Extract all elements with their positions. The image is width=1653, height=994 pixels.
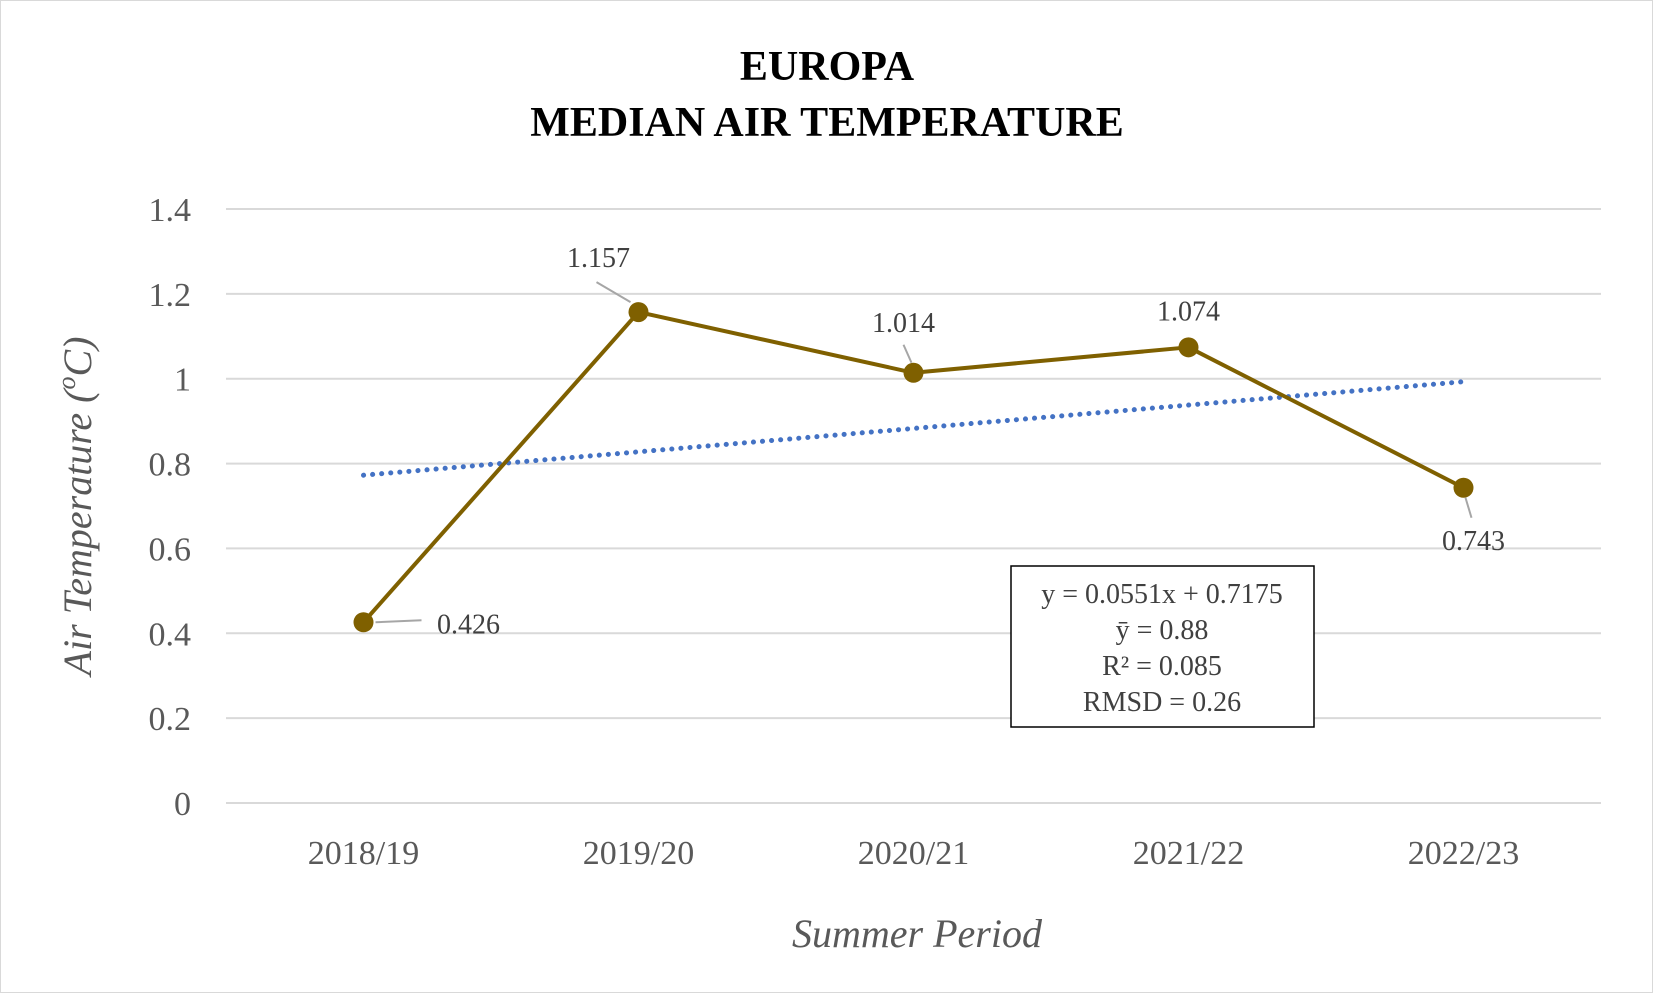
regression-r-squared: R² = 0.085 (1102, 651, 1222, 682)
y-axis-title-tail: C) (55, 337, 100, 377)
y-axis-title-main: Air Temperature ( (55, 387, 100, 679)
regression-equation: y = 0.0551x + 0.7175 (1041, 579, 1283, 610)
data-label: 1.157 (567, 243, 630, 274)
y-axis-title-superscript: o (52, 377, 81, 390)
data-point (903, 362, 924, 383)
series-layer (353, 302, 1474, 633)
x-tick-label: 2020/21 (858, 835, 969, 872)
y-tick-label: 1.4 (149, 192, 192, 229)
leader-line (902, 344, 913, 364)
data-point (1453, 477, 1474, 498)
y-tick-label: 0.2 (149, 701, 192, 738)
trendline (361, 379, 1466, 478)
y-tick-label: 1.2 (149, 277, 192, 314)
data-label: 0.426 (437, 609, 500, 640)
y-tick-label: 0.8 (149, 447, 192, 484)
data-labels: 0.426 1.157 1.014 1.074 0.743 (375, 243, 1505, 640)
data-label: 1.014 (872, 308, 935, 339)
x-tick-label: 2019/20 (583, 835, 694, 872)
leader-line (375, 619, 422, 624)
regression-stats-box: y = 0.0551x + 0.7175 ȳ = 0.88 R² = 0.085… (1010, 565, 1315, 728)
y-axis-ticks: 0 0.2 0.4 0.6 0.8 1 1.2 1.4 (149, 192, 192, 823)
y-tick-label: 0 (174, 786, 191, 823)
y-tick-label: 0.6 (149, 531, 192, 568)
y-tick-label: 0.4 (149, 616, 192, 653)
leader-line (595, 281, 632, 303)
chart-title-line-2: MEDIAN AIR TEMPERATURE (530, 100, 1124, 146)
data-point (353, 612, 374, 633)
regression-rmsd: RMSD = 0.26 (1083, 687, 1241, 718)
regression-stats-box-border (1010, 565, 1315, 728)
leader-line (1464, 497, 1473, 519)
x-axis-title: Summer Period (792, 911, 1043, 956)
y-tick-label: 1 (174, 362, 191, 399)
x-axis-ticks: 2018/19 2019/20 2020/21 2021/22 2022/23 (308, 835, 1519, 872)
data-label: 1.074 (1157, 296, 1220, 327)
regression-mean: ȳ = 0.88 (1116, 615, 1209, 646)
data-point (1178, 337, 1199, 358)
x-tick-label: 2018/19 (308, 835, 419, 872)
data-label: 0.743 (1442, 526, 1505, 557)
chart-title-line-1: EUROPA (740, 44, 915, 90)
gridlines (226, 208, 1601, 804)
x-tick-label: 2021/22 (1133, 835, 1244, 872)
x-tick-label: 2022/23 (1408, 835, 1519, 872)
y-axis-title: Air Temperature (oC) (52, 337, 100, 679)
trendline-layer (361, 379, 1466, 478)
data-point (628, 302, 649, 323)
